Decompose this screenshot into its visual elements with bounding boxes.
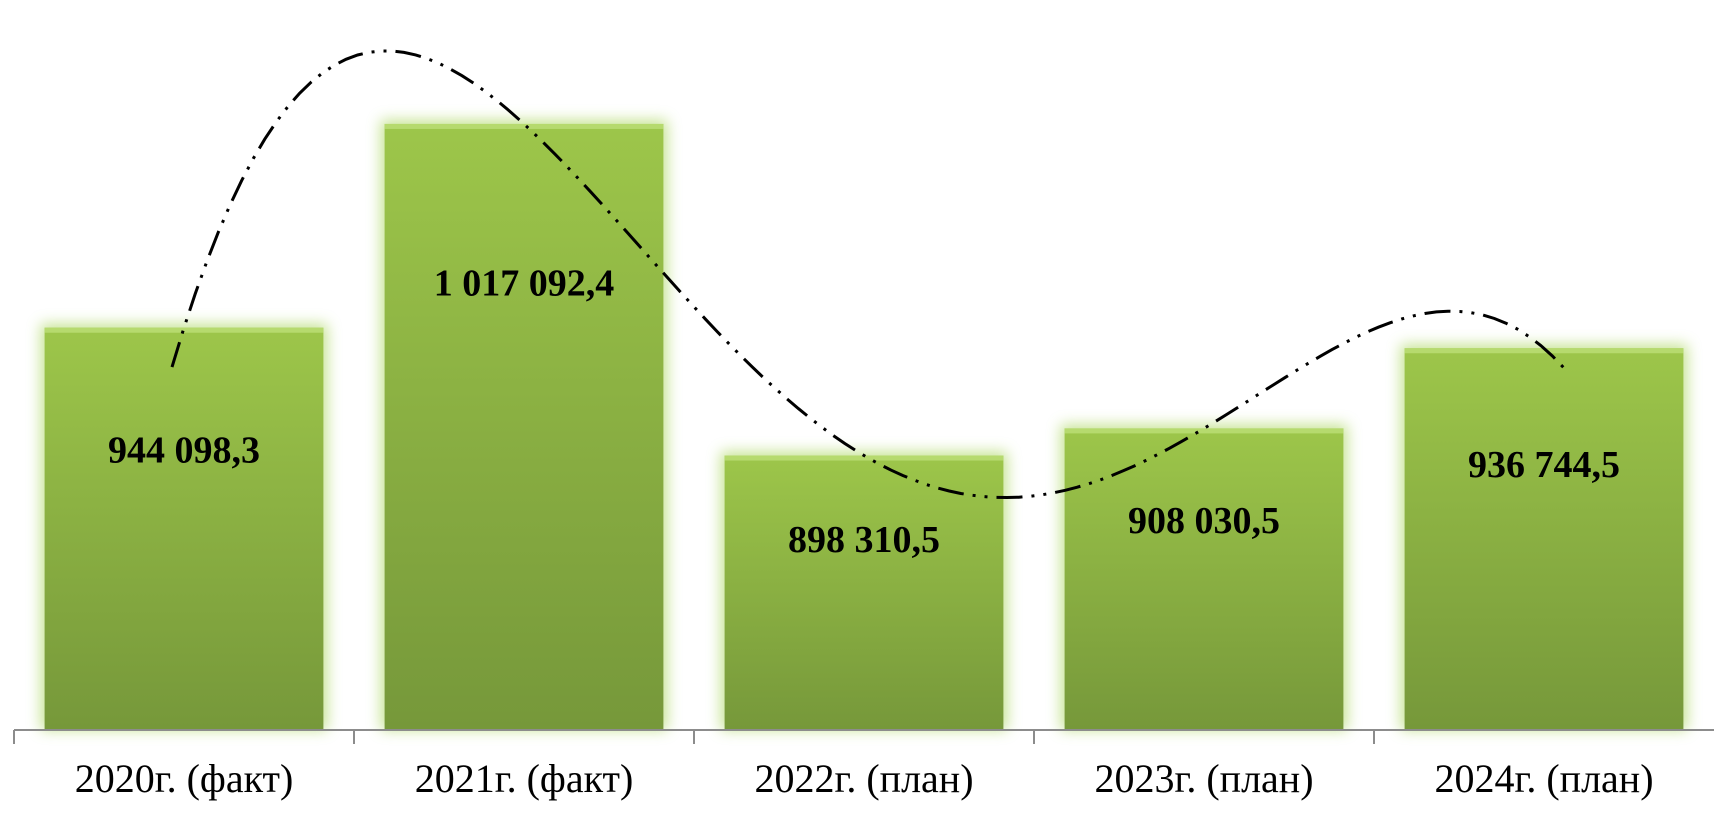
- data-label-1: 1 017 092,4: [434, 263, 615, 305]
- x-axis-ticks: [13, 730, 1375, 744]
- data-labels: 944 098,3 1 017 092,4 898 310,5 908 030,5 93…: [108, 263, 1620, 561]
- bar-0: [44, 327, 324, 730]
- bar-4: [1404, 348, 1684, 730]
- category-label-2: 2022г. (план): [754, 756, 973, 801]
- category-label-4: 2024г. (план): [1434, 756, 1653, 801]
- trendline: [170, 49, 1566, 500]
- category-label-0: 2020г. (факт): [75, 756, 294, 801]
- bar-1: [384, 123, 664, 731]
- data-label-0: 944 098,3: [108, 429, 260, 471]
- data-label-4: 936 744,5: [1468, 444, 1620, 486]
- data-label-3: 908 030,5: [1128, 500, 1280, 542]
- bar-highlight: [44, 327, 324, 333]
- bar-2: [724, 455, 1004, 730]
- category-label-1: 2021г. (факт): [415, 756, 634, 801]
- bar-highlight: [1064, 428, 1344, 434]
- bars: [40, 119, 1688, 731]
- bar-highlight: [724, 455, 1004, 461]
- category-labels: 2020г. (факт) 2021г. (факт) 2022г. (план) 2…: [75, 756, 1654, 801]
- bar-highlight: [1404, 348, 1684, 354]
- data-label-2: 898 310,5: [788, 519, 940, 561]
- bar-highlight: [384, 123, 664, 129]
- category-label-3: 2023г. (план): [1094, 756, 1313, 801]
- bar-3: [1064, 428, 1344, 730]
